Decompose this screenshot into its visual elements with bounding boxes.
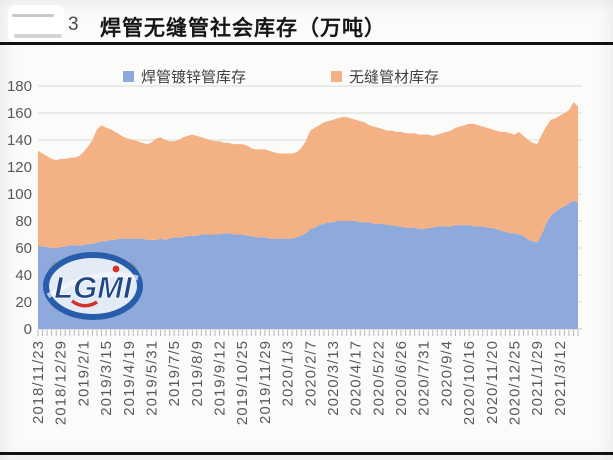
x-tick-label: 2019/11/29: [257, 340, 274, 424]
x-tick-label: 2019/10/25: [234, 340, 251, 425]
x-tick-label: 2019/3/15: [98, 340, 115, 416]
x-tick-label: 2020/4/17: [348, 340, 365, 416]
x-tick-label: 2020/6/26: [393, 340, 410, 416]
legend-swatch-welded: [123, 71, 134, 82]
y-tick-label: 100: [7, 186, 32, 203]
y-tick-label: 60: [15, 240, 32, 257]
y-tick-label: 0: [24, 321, 32, 338]
y-tick-label: 80: [15, 213, 32, 230]
erase-mark: [12, 14, 54, 17]
bottom-rule: [0, 452, 613, 455]
x-tick-label: 2019/2/1: [75, 340, 92, 406]
x-tick-label: 2021/1/29: [529, 340, 546, 416]
y-tick-label: 40: [15, 267, 32, 284]
y-tick-label: 20: [15, 294, 32, 311]
y-tick-label: 120: [7, 159, 32, 176]
x-tick-label: 2020/5/22: [370, 340, 387, 416]
legend: 焊管镀锌管库存 无缝管材库存: [0, 66, 613, 87]
x-tick-label: 2019/8/9: [189, 340, 206, 406]
logo-text: LGMI: [54, 270, 133, 305]
x-tick-label: 2018/12/29: [53, 340, 70, 425]
logo-red-dot: [112, 265, 120, 273]
x-tick-label: 2020/11/20: [484, 340, 501, 424]
x-tick-label: 2019/5/31: [143, 340, 160, 416]
x-tick-label: 2020/7/31: [416, 340, 433, 416]
x-tick-label: 2021/3/12: [552, 340, 569, 416]
erase-mark: [14, 34, 62, 38]
legend-item-seamless: 无缝管材库存: [331, 66, 439, 87]
x-tick-label: 2020/1/3: [280, 340, 297, 406]
figure-number: 3: [68, 14, 79, 35]
x-tick-label: 2018/11/23: [30, 340, 47, 424]
logo-swoosh: [46, 272, 139, 299]
y-tick-label: 180: [7, 78, 32, 95]
y-tick-label: 160: [7, 105, 32, 122]
x-tick-label: 2019/4/19: [121, 340, 138, 416]
legend-label-seamless: 无缝管材库存: [349, 69, 440, 86]
erased-figure-label: [8, 5, 64, 42]
logo-red-swoosh: [70, 299, 98, 308]
x-tick-label: 2020/12/25: [506, 340, 523, 425]
legend-swatch-seamless: [331, 71, 342, 82]
x-tick-label: 2020/9/4: [438, 340, 455, 406]
area-seamless: [38, 102, 578, 248]
x-tick-label: 2020/2/7: [302, 340, 319, 406]
legend-label-welded: 焊管镀锌管库存: [141, 69, 247, 86]
chart-title: 焊管无缝管社会库存（万吨）: [100, 17, 386, 40]
area-welded-galvanized: [38, 200, 578, 329]
title-underline: [0, 42, 613, 45]
x-tick-label: 2019/7/5: [166, 340, 183, 406]
x-tick-label: 2020/3/13: [325, 340, 342, 416]
lgmi-logo: LGMI: [43, 252, 143, 320]
x-tick-label: 2020/10/16: [461, 340, 478, 425]
legend-item-welded: 焊管镀锌管库存: [123, 66, 246, 87]
y-tick-label: 140: [7, 132, 32, 149]
x-tick-label: 2019/9/12: [212, 340, 229, 416]
